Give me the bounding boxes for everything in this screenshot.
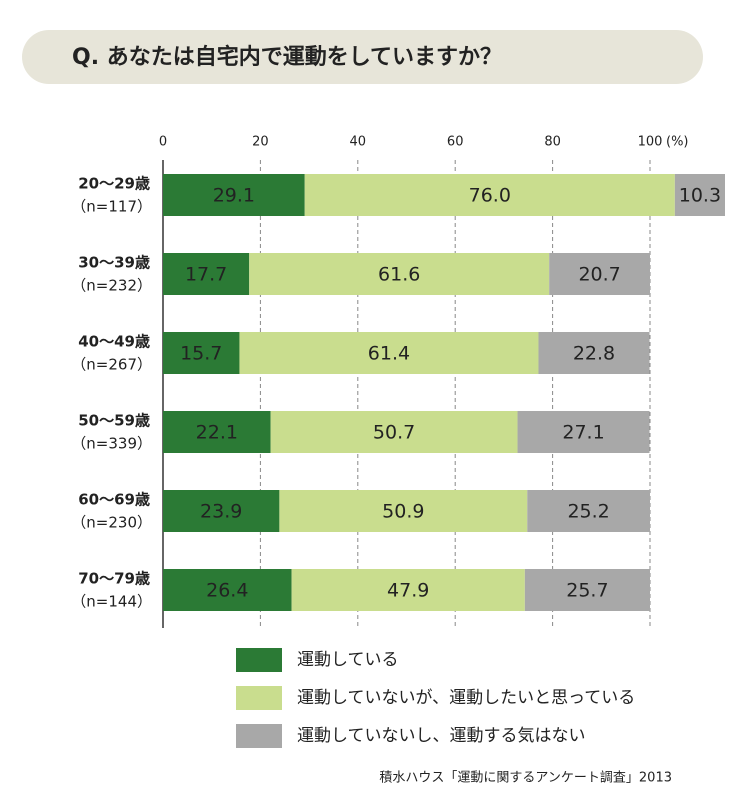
data-label: 47.9 [387,580,429,602]
bar-segment [291,569,525,611]
y-tick-sublabel: （n=339） [71,435,152,453]
legend-swatch [236,648,282,672]
legend-label: 運動していないが、運動したいと思っている [297,688,635,708]
bar-segment [527,490,650,532]
y-tick-label: 30〜39歳 [78,254,150,272]
bar-segment [549,253,650,295]
bar-segment [538,332,650,374]
data-label: 50.7 [373,422,415,444]
data-label: 27.1 [562,422,604,444]
bar-segment [279,490,528,532]
data-label: 23.9 [200,501,242,523]
bar-segment [304,174,675,216]
bar-segment [163,332,240,374]
data-label: 10.3 [679,185,721,207]
bar-segment [517,411,650,453]
bar-segment [239,332,539,374]
y-tick-label: 40〜49歳 [78,333,150,351]
bar-segment [163,411,271,453]
x-unit-label: (%) [666,135,689,150]
data-label: 61.6 [378,264,420,286]
legend-swatch [236,724,282,748]
bar-segment [163,569,292,611]
data-label: 29.1 [213,185,255,207]
legend-label: 運動していないし、運動する気はない [297,726,586,746]
x-tick-label: 40 [350,135,367,150]
y-tick-sublabel: （n=232） [71,277,152,295]
chart-title: Q. あなたは自宅内で運動をしていますか？ [72,44,502,70]
y-tick-label: 50〜59歳 [78,412,150,430]
title-background [22,30,703,84]
bar-segment [674,174,725,216]
x-tick-label: 0 [159,135,167,150]
y-tick-sublabel: （n=117） [71,198,152,216]
x-tick-label: 60 [447,135,464,150]
data-label: 76.0 [469,185,511,207]
y-tick-sublabel: （n=267） [71,356,152,374]
y-tick-label: 60〜69歳 [78,491,150,509]
x-tick-label: 80 [544,135,561,150]
data-label: 22.8 [573,343,615,365]
bar-segment [524,569,650,611]
bar-segment [163,174,305,216]
bar-segment [249,253,550,295]
x-tick-label: 20 [252,135,269,150]
data-label: 26.4 [206,580,248,602]
bar-segment [163,490,280,532]
data-label: 20.7 [578,264,620,286]
source: 積水ハウス「運動に関するアンケート調査」2013 [379,771,672,786]
y-tick-label: 70〜79歳 [78,570,150,588]
data-label: 22.1 [196,422,238,444]
data-label: 25.2 [567,501,609,523]
data-label: 25.7 [566,580,608,602]
data-label: 50.9 [382,501,424,523]
bar-segment [270,411,518,453]
bar-segment [163,253,250,295]
y-tick-sublabel: （n=144） [71,593,152,611]
x-tick-label: 100 [638,135,663,150]
y-tick-sublabel: （n=230） [71,514,152,532]
data-label: 17.7 [185,264,227,286]
data-label: 61.4 [368,343,410,365]
legend-label: 運動している [297,650,399,670]
data-label: 15.7 [180,343,222,365]
y-tick-label: 20〜29歳 [78,175,150,193]
legend-swatch [236,686,282,710]
